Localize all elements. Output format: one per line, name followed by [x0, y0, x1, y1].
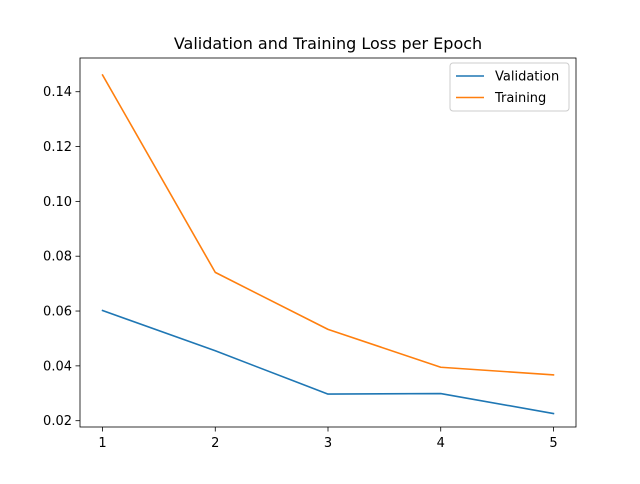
y-tick-label: 0.12 — [43, 140, 72, 155]
axes: 1 2 3 4 5 0.02 0.04 0.06 0.08 0.10 0.12 0.14 — [43, 57, 577, 451]
x-tick-label: 1 — [98, 436, 106, 451]
chart-title: Validation and Training Loss per Epoch — [174, 34, 482, 53]
legend-label-training: Training — [494, 91, 546, 106]
x-tick-label: 4 — [437, 436, 445, 451]
legend-box — [449, 62, 570, 112]
x-tick-label: 3 — [324, 436, 332, 451]
series-line-validation — [101, 309, 555, 415]
series-line-training — [101, 73, 555, 376]
series-lines — [101, 73, 555, 415]
y-tick-label: 0.04 — [43, 359, 72, 374]
y-tick-label: 0.14 — [43, 85, 72, 100]
x-tick-label: 5 — [549, 436, 557, 451]
y-tick-label: 0.06 — [43, 305, 72, 320]
x-tick-label: 2 — [211, 436, 219, 451]
y-tick-label: 0.10 — [43, 195, 72, 210]
y-tick-label: 0.02 — [43, 414, 72, 429]
legend: Validation Training — [449, 62, 570, 112]
legend-label-validation: Validation — [495, 70, 559, 85]
y-tick-label: 0.08 — [43, 250, 72, 265]
